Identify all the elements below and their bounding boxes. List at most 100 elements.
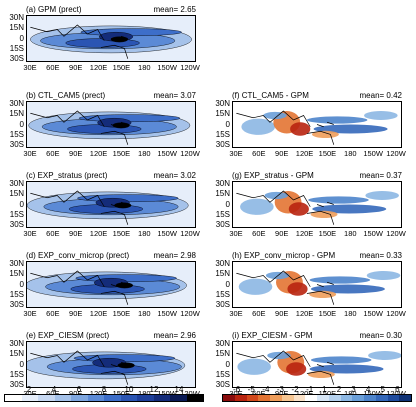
colorbar-label: 2 <box>26 385 32 394</box>
lon-tick-label: 120W <box>180 149 200 158</box>
lat-tick-label: 15S <box>9 289 24 299</box>
panel-mean: mean= 3.07 <box>153 91 196 100</box>
lon-tick-label: 120W <box>386 149 406 158</box>
lat-tick-label: 30N <box>9 339 24 348</box>
lon-tick-label: 150W <box>157 149 177 158</box>
lat-tick-label: 15N <box>215 189 230 199</box>
panel-title: (a) GPM (prect) <box>26 5 82 14</box>
lon-tick-label: 60E <box>46 389 60 398</box>
lon-tick-label: 180 <box>138 63 151 72</box>
lon-tick-label: 60E <box>252 149 266 158</box>
panel-mean: mean= 2.65 <box>153 5 196 14</box>
lat-tick-label: 15S <box>215 209 230 219</box>
panel-mean: mean= 0.37 <box>359 171 402 180</box>
lon-tick-label: 120E <box>89 149 108 158</box>
lon-tick-label: 90E <box>69 389 83 398</box>
lon-tick-label: 180 <box>344 229 357 238</box>
lat-tick-label: 15S <box>9 209 24 219</box>
lon-tick-label: 150W <box>363 389 383 398</box>
lon-tick-label: 30E <box>23 309 37 318</box>
colorbar-label: 3 <box>351 385 356 394</box>
coastline <box>236 190 335 225</box>
lon-tick-label: 180 <box>344 149 357 158</box>
colorbar-cell <box>5 395 22 401</box>
colorbar-label: -5 <box>247 385 255 394</box>
panel-mean: mean= 0.33 <box>359 251 402 260</box>
coastline <box>30 270 129 305</box>
coastline <box>30 190 129 225</box>
lon-tick-label: 150E <box>318 389 337 398</box>
colorbar-cell <box>21 395 38 401</box>
lon-tick-label: 90E <box>69 309 83 318</box>
colorbar-label: 4 <box>51 385 57 394</box>
lon-tick-label: 120W <box>180 229 200 238</box>
colorbar-cell <box>317 395 329 401</box>
lon-tick-label: 150E <box>112 63 131 72</box>
lon-tick-label: 180 <box>138 389 151 398</box>
lon-tick-label: 30E <box>229 229 243 238</box>
lat-tick-label: 30N <box>9 13 24 22</box>
difference-map <box>233 182 401 227</box>
map-frame <box>26 15 196 62</box>
panel-title: (b) CTL_CAM5 (prect) <box>26 91 106 100</box>
colorbar-cell <box>375 395 388 401</box>
lon-tick-label: 150W <box>363 309 383 318</box>
lat-tick-label: 0 <box>225 359 230 369</box>
lon-tick-label: 60E <box>252 309 266 318</box>
precip-map <box>27 262 195 307</box>
lon-tick-label: 150W <box>157 389 177 398</box>
lon-tick-label: 30E <box>23 389 37 398</box>
lat-tick-label: 30N <box>215 259 230 268</box>
lat-tick-label: 15S <box>9 43 24 53</box>
lon-tick-label: 150E <box>112 309 131 318</box>
lon-tick-label: 90E <box>69 149 83 158</box>
lon-tick-label: 90E <box>275 389 289 398</box>
colorbar-cell <box>153 395 170 401</box>
panel-mean: mean= 3.02 <box>153 171 196 180</box>
colorbar-cell <box>170 395 187 401</box>
colorbar-label: 5 <box>380 385 385 394</box>
lon-tick-label: 120E <box>89 389 108 398</box>
coastline <box>236 110 335 145</box>
lat-tick-label: 15N <box>9 189 24 199</box>
colorbar-label: 10 <box>124 385 134 394</box>
lat-tick-label: 15S <box>9 129 24 139</box>
lat-tick-label: 15S <box>215 129 230 139</box>
map-frame <box>26 341 196 388</box>
colorbar-cell <box>364 395 376 401</box>
lon-tick-label: 90E <box>275 229 289 238</box>
lon-tick-label: 150E <box>318 149 337 158</box>
precip-map <box>27 102 195 147</box>
lat-tick-label: 30N <box>215 179 230 188</box>
map-frame <box>232 261 402 308</box>
lon-tick-label: 180 <box>138 309 151 318</box>
precip-colorbar <box>4 394 204 402</box>
lon-tick-label: 60E <box>46 309 60 318</box>
lon-tick-label: 120W <box>386 309 406 318</box>
panel-title: (g) EXP_stratus - GPM <box>232 171 314 180</box>
lon-tick-label: 180 <box>344 309 357 318</box>
colorbar-label: -6 <box>233 385 241 394</box>
lat-tick-label: 30N <box>9 179 24 188</box>
colorbar-cell <box>246 395 259 401</box>
lon-tick-label: 60E <box>46 149 60 158</box>
lon-tick-label: 30E <box>23 63 37 72</box>
lat-tick-label: 30S <box>215 380 230 389</box>
colorbar-label: 2 <box>336 385 342 394</box>
lat-tick-label: 15N <box>9 23 24 33</box>
colorbar-label: 12 <box>149 385 159 394</box>
precip-map <box>27 342 195 387</box>
map-frame <box>26 261 196 308</box>
colorbar-cell <box>120 395 137 401</box>
lat-tick-label: 15S <box>9 369 24 379</box>
colorbar-cell <box>281 395 294 401</box>
lat-tick-label: 30S <box>215 140 230 149</box>
lat-tick-label: 0 <box>19 33 24 43</box>
coastline <box>30 110 129 145</box>
panel-title: (i) EXP_CIESM - GPM <box>232 331 313 340</box>
colorbar-cell <box>399 395 411 401</box>
lat-tick-label: 30S <box>9 140 24 149</box>
colorbar-cell <box>352 395 364 401</box>
difference-map <box>233 102 401 147</box>
lon-tick-label: 150E <box>112 149 131 158</box>
